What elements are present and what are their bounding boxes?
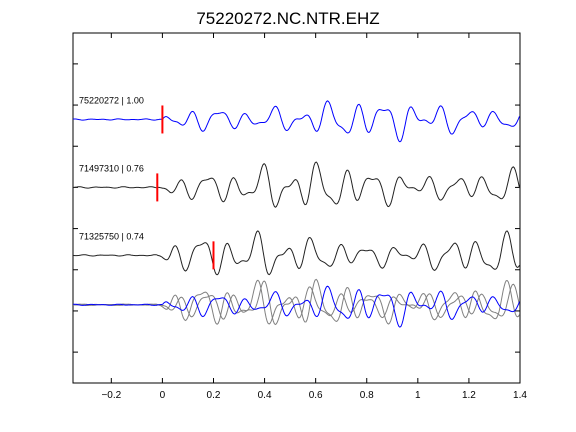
- x-tick-label: 0.8: [360, 390, 374, 401]
- overlay-trace-2: [72, 278, 520, 326]
- chart-title: 75220272.NC.NTR.EHZ: [196, 9, 379, 28]
- trace-labels: 75220272 | 1.00 71497310 | 0.76 71325750 |…: [79, 95, 144, 241]
- x-tick-label: 0.4: [258, 390, 272, 401]
- trace-label-2: 71497310 | 0.76: [79, 163, 144, 173]
- trace-2: [72, 161, 520, 208]
- x-tick-label: 0.6: [309, 390, 323, 401]
- trace-1: [73, 100, 520, 143]
- pick-markers: [156, 105, 215, 270]
- axis-ticks: −0.2 0 0.2 0.4 0.6 0.8 1 1.2 1.4: [73, 33, 527, 401]
- x-tick-label: 0.2: [207, 390, 221, 401]
- trace-label-1: 75220272 | 1.00: [79, 95, 144, 105]
- waveform-traces: [72, 100, 520, 328]
- x-tick-label: 0: [160, 390, 166, 401]
- trace-label-3: 71325750 | 0.74: [79, 231, 144, 241]
- plot-frame: [72, 32, 521, 384]
- overlay-trace-1: [73, 285, 520, 328]
- overlay-trace-3: [72, 279, 520, 325]
- x-tick-label: 1: [415, 390, 421, 401]
- x-tick-label: 1.2: [462, 390, 476, 401]
- trace-3: [72, 230, 520, 276]
- x-tick-label: 1.4: [513, 390, 527, 401]
- x-tick-label: −0.2: [101, 390, 121, 401]
